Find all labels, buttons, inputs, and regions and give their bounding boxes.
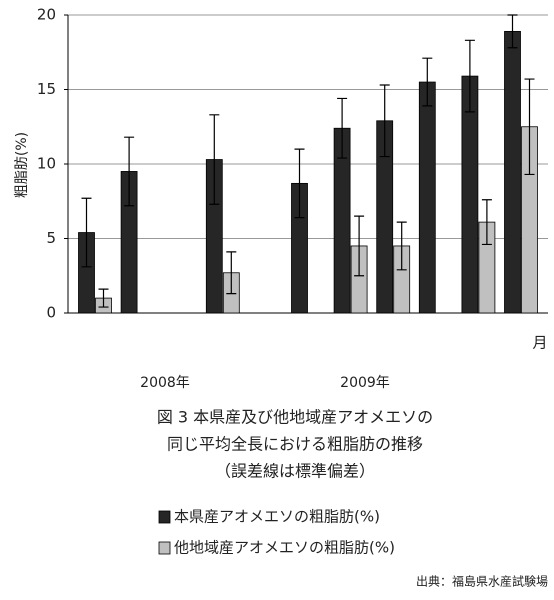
year-label: 2009年: [340, 375, 390, 391]
chart-title: 図 3 本県産及び他地域産アオメエソの: [157, 408, 433, 427]
y-tick-label: 0: [46, 304, 56, 322]
error-bar: [81, 197, 92, 268]
y-tick-label: 15: [37, 80, 56, 98]
bar: [418, 81, 436, 314]
legend-swatch: [158, 510, 171, 524]
y-axis-label: 粗脂肪(%): [14, 132, 30, 198]
error-bar: [396, 221, 407, 271]
error-bar: [209, 114, 220, 205]
error-bar: [464, 39, 475, 113]
y-tick-label: 10: [37, 155, 56, 173]
y-tick-label: 5: [46, 229, 56, 247]
error-bar: [337, 97, 348, 159]
chart-title: 同じ平均全長における粗脂肪の推移: [167, 435, 423, 454]
year-label: 2008年: [140, 375, 190, 391]
bar: [504, 30, 521, 314]
error-bar: [422, 57, 433, 107]
chart-subtitle: （誤差線は標準偏差）: [215, 462, 375, 481]
error-bar: [354, 215, 365, 277]
error-bar: [379, 84, 390, 158]
error-bar: [98, 288, 109, 308]
error-bar: [124, 136, 135, 207]
error-bar: [524, 78, 535, 176]
y-tick-label: 20: [37, 6, 56, 24]
error-bar: [226, 251, 237, 295]
error-bar: [294, 148, 305, 219]
legend-label: 本県産アオメエソの粗脂肪(%): [174, 508, 380, 526]
legend-label: 他地域産アオメエソの粗脂肪(%): [174, 539, 395, 557]
error-bar: [507, 14, 518, 49]
x-axis-label: 月: [532, 334, 547, 352]
error-bar: [481, 199, 492, 246]
source: 出典：福島県水産試験場: [416, 574, 548, 589]
legend-swatch: [158, 541, 171, 555]
